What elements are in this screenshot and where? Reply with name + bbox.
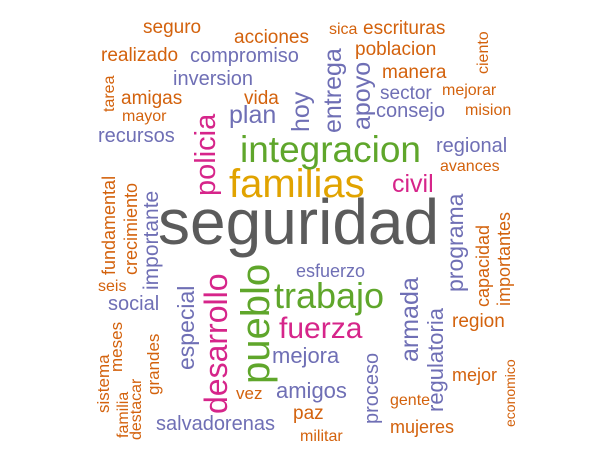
word-vida: vida <box>244 88 279 109</box>
word-policia: policia <box>190 113 222 196</box>
word-hoy: hoy <box>287 91 315 132</box>
word-apoyo: apoyo <box>348 61 376 130</box>
word-mayor: mayor <box>122 108 167 125</box>
word-integracion: integracion <box>240 129 422 170</box>
word-tarea: tarea <box>101 75 118 112</box>
word-recursos: recursos <box>98 125 175 147</box>
word-proceso: proceso <box>361 352 383 424</box>
word-acciones: acciones <box>234 27 309 48</box>
word-grandes: grandes <box>144 333 163 395</box>
word-importante: importante <box>140 190 163 290</box>
word-militar: militar <box>300 428 343 445</box>
word-seguro: seguro <box>143 17 202 38</box>
word-crecimiento: crecimiento <box>121 182 141 275</box>
word-fuerza: fuerza <box>279 312 363 345</box>
word-programa: programa <box>442 193 468 292</box>
word-vez: vez <box>236 384 263 403</box>
word-trabajo: trabajo <box>274 275 385 316</box>
word-amigas: amigas <box>121 88 183 109</box>
word-mejora: mejora <box>272 343 340 368</box>
word-regional: regional <box>436 135 508 157</box>
word-familias: familias <box>229 162 365 206</box>
word-paz: paz <box>293 403 324 424</box>
word-seis: seis <box>98 278 127 295</box>
word-destacar: destacar <box>128 378 145 440</box>
word-seguridad: seguridad <box>158 186 440 258</box>
word-gente: gente <box>390 392 431 409</box>
word-mejor: mejor <box>452 365 498 385</box>
word-esfuerzo: esfuerzo <box>296 261 366 281</box>
word-realizado: realizado <box>101 45 179 66</box>
word-pueblo: pueblo <box>234 263 278 384</box>
word-escrituras: escrituras <box>363 18 446 39</box>
word-mejorar: mejorar <box>442 82 497 99</box>
word-avances: avances <box>440 158 500 175</box>
word-entrega: entrega <box>319 48 347 133</box>
word-especial: especial <box>173 285 199 370</box>
word-capacidad: capacidad <box>473 224 493 307</box>
word-amigos: amigos <box>276 378 347 403</box>
word-manera: manera <box>382 62 447 83</box>
word-mujeres: mujeres <box>390 417 455 437</box>
word-armada: armada <box>396 277 424 362</box>
word-sistema: sistema <box>94 354 113 413</box>
word-plan: plan <box>229 101 277 129</box>
word-consejo: consejo <box>376 100 445 122</box>
word-social: social <box>108 293 160 315</box>
word-civil: civil <box>392 170 434 198</box>
word-fundamental: fundamental <box>99 175 119 275</box>
word-sector: sector <box>380 83 432 104</box>
word-inversion: inversion <box>173 68 254 90</box>
word-importantes: importantes <box>494 211 514 306</box>
word-mision: mision <box>465 102 512 119</box>
word-poblacion: poblacion <box>355 39 437 60</box>
word-ciento: ciento <box>475 31 492 74</box>
word-economico: economico <box>502 359 518 427</box>
word-salvadorenas: salvadorenas <box>156 413 275 435</box>
word-compromiso: compromiso <box>190 45 299 67</box>
word-region: region <box>452 311 505 332</box>
word-desarrollo: desarrollo <box>198 273 234 414</box>
word-sica: sica <box>329 21 358 38</box>
